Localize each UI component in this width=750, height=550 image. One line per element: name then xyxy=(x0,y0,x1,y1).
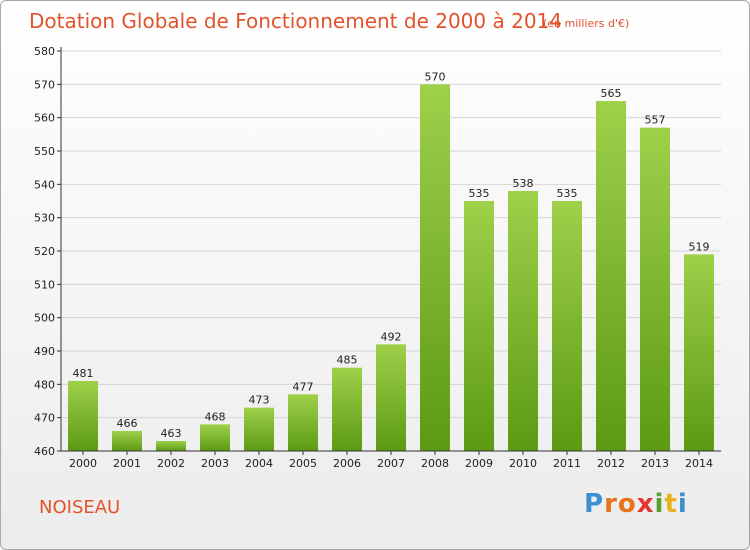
x-tick-label-2009: 2009 xyxy=(465,457,493,470)
x-tick-label-2000: 2000 xyxy=(69,457,97,470)
data-label-2006: 485 xyxy=(337,354,358,367)
bar-2007 xyxy=(376,344,406,451)
bar-2000 xyxy=(68,381,98,451)
data-label-2009: 535 xyxy=(469,187,490,200)
bar-2002 xyxy=(156,441,186,451)
x-tick-label-2008: 2008 xyxy=(421,457,449,470)
bar-2013 xyxy=(640,127,670,452)
x-tick-label-2001: 2001 xyxy=(113,457,141,470)
data-label-2011: 535 xyxy=(557,187,578,200)
data-label-2010: 538 xyxy=(513,177,534,190)
bar-2001 xyxy=(112,431,142,451)
x-tick-label-2006: 2006 xyxy=(333,457,361,470)
bar-2003 xyxy=(200,424,230,451)
chart-title: Dotation Globale de Fonctionnement de 20… xyxy=(29,9,562,33)
data-label-2008: 570 xyxy=(425,70,446,83)
logo-letter: i xyxy=(677,489,688,519)
chart-subtitle: (en milliers d'€) xyxy=(543,17,630,30)
axes xyxy=(57,47,721,455)
data-label-2001: 466 xyxy=(117,417,138,430)
bar-2008 xyxy=(420,84,450,451)
y-tick-label: 580 xyxy=(34,45,55,58)
labels: 460 470 480 490 500 510 520 530 540 550 560 570 580 4… xyxy=(34,45,713,470)
y-tick-label: 560 xyxy=(34,112,55,125)
y-tick-label: 530 xyxy=(34,212,55,225)
data-label-2003: 468 xyxy=(205,410,226,423)
data-label-2013: 557 xyxy=(645,114,666,127)
bars xyxy=(68,84,714,452)
x-tick-label-2012: 2012 xyxy=(597,457,625,470)
data-label-2007: 492 xyxy=(381,330,402,343)
bar-chart: 460 470 480 490 500 510 520 530 540 550 560 570 580 4… xyxy=(34,45,721,470)
data-label-2014: 519 xyxy=(689,240,710,253)
data-label-2004: 473 xyxy=(249,394,270,407)
x-tick-label-2011: 2011 xyxy=(553,457,581,470)
x-tick-label-2007: 2007 xyxy=(377,457,405,470)
logo-letter: i xyxy=(654,489,665,519)
bar-2011 xyxy=(552,201,582,451)
bar-2005 xyxy=(288,394,318,451)
x-tick-label-2013: 2013 xyxy=(641,457,669,470)
data-label-2002: 463 xyxy=(161,427,182,440)
x-tick-label-2004: 2004 xyxy=(245,457,273,470)
logo-letter: x xyxy=(636,489,655,519)
x-tick-label-2005: 2005 xyxy=(289,457,317,470)
y-tick-label: 540 xyxy=(34,178,55,191)
x-tick-label-2003: 2003 xyxy=(201,457,229,470)
logo-letter: t xyxy=(664,489,678,519)
x-tick-label-2002: 2002 xyxy=(157,457,185,470)
logo-letter: o xyxy=(617,489,637,519)
x-tick-label-2014: 2014 xyxy=(685,457,713,470)
y-tick-label: 500 xyxy=(34,312,55,325)
y-tick-label: 510 xyxy=(34,278,55,291)
y-tick-label: 470 xyxy=(34,412,55,425)
bar-2014 xyxy=(684,254,714,451)
bar-2004 xyxy=(244,407,274,451)
y-tick-label: 480 xyxy=(34,378,55,391)
y-tick-label: 460 xyxy=(34,445,55,458)
bar-2006 xyxy=(332,367,362,451)
data-label-2005: 477 xyxy=(293,380,314,393)
x-tick-label-2010: 2010 xyxy=(509,457,537,470)
data-label-2000: 481 xyxy=(73,367,94,380)
bar-2009 xyxy=(464,201,494,451)
logo-letter: P xyxy=(584,489,605,519)
bar-2010 xyxy=(508,191,538,451)
y-tick-label: 550 xyxy=(34,145,55,158)
data-label-2012: 565 xyxy=(601,87,622,100)
commune-name: NOISEAU xyxy=(39,497,121,518)
y-tick-label: 570 xyxy=(34,78,55,91)
proxiti-logo: Proxiti xyxy=(584,489,688,519)
logo-letter: r xyxy=(604,489,618,519)
y-tick-label: 490 xyxy=(34,345,55,358)
bar-2012 xyxy=(596,101,626,451)
y-tick-label: 520 xyxy=(34,245,55,258)
